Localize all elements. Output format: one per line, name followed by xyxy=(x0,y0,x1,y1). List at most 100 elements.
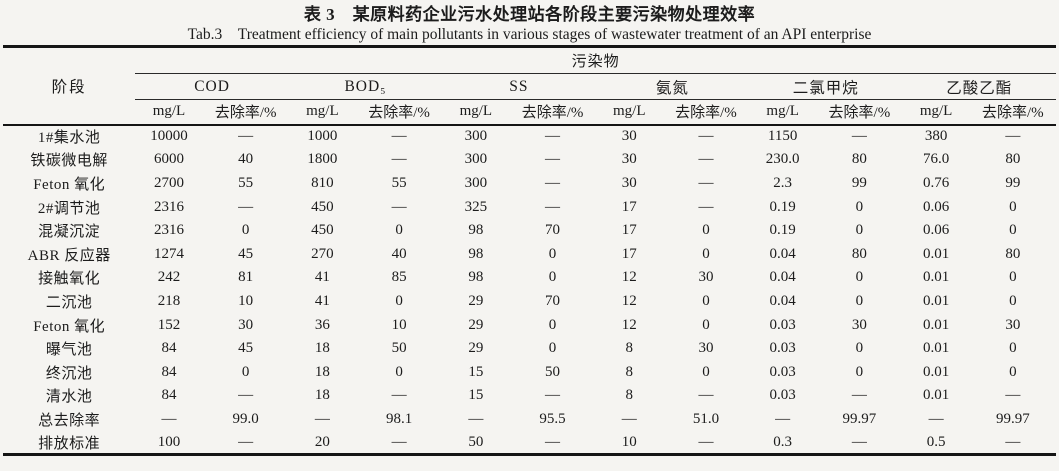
value-cell: 80 xyxy=(851,245,867,262)
unit-header: mg/L xyxy=(288,99,356,126)
value-cell: 0 xyxy=(1009,363,1017,380)
table-row: 混凝沉淀 2316 0 450 0 98 70 17 0 0.19 0 0.06 0 xyxy=(3,219,1056,243)
table-row: 排放标准 100 — 20 — 50 — 10 — 0.3 — 0.5 — xyxy=(3,431,1056,455)
removal-header: 去除率/% xyxy=(509,99,596,126)
value-cell: 450 xyxy=(311,198,334,215)
stage-cell: 接触氧化 xyxy=(38,271,101,288)
value-cell: 81 xyxy=(238,269,254,286)
value-cell: 18 xyxy=(314,340,330,357)
value-cell: 18 xyxy=(314,387,330,404)
value-cell: 2316 xyxy=(153,222,184,239)
table-title-chinese: 表 3 某原料药企业污水处理站各阶段主要污染物处理效率 xyxy=(303,5,756,24)
value-cell: 0 xyxy=(395,363,403,380)
removal-header: 去除率/% xyxy=(662,99,750,126)
value-cell: 0.03 xyxy=(769,387,796,404)
value-cell: 20 xyxy=(314,433,330,450)
pollutant-group-header: 污染物 xyxy=(135,46,1056,74)
table-row: 总去除率 — 99.0 — 98.1 — 95.5 — 51.0 — 99.97 — 99.97 xyxy=(3,408,1056,432)
value-cell: 0.03 xyxy=(769,340,796,357)
value-cell: 0 xyxy=(395,222,403,239)
value-cell: 17 xyxy=(621,198,637,215)
table-row: Feton 氧化 2700 55 810 55 300 — 30 — 2.3 99 0.76 99 xyxy=(3,172,1056,196)
value-cell: — xyxy=(698,387,714,404)
value-cell: 0 xyxy=(855,292,864,309)
stage-column-header: 阶段 xyxy=(3,46,136,126)
value-cell: 0 xyxy=(1009,269,1017,286)
value-cell: — xyxy=(391,433,407,450)
table-row: ABR 反应器 1274 45 270 40 98 0 17 0 0.04 80 0.01 80 xyxy=(3,242,1056,266)
table-row: 曝气池 84 45 18 50 29 0 8 30 0.03 0 0.01 0 xyxy=(3,337,1056,361)
value-cell: 0.3 xyxy=(773,433,793,450)
value-cell: 242 xyxy=(157,269,181,286)
value-cell: 30 xyxy=(621,128,637,145)
value-cell: — xyxy=(698,198,714,215)
value-cell: 41 xyxy=(314,269,330,286)
header-row-groups: COD BOD₅ SS 氨氮 二氯甲烷 乙酸乙酯 xyxy=(3,73,1056,100)
value-cell: 0.76 xyxy=(922,174,950,191)
header-row-pollutant: 阶段 污染物 xyxy=(3,46,1056,126)
value-cell: 45 xyxy=(238,340,254,357)
value-cell: 8 xyxy=(625,363,633,380)
table-row: 终沉池 84 0 18 0 15 50 8 0 0.03 0 0.01 0 xyxy=(3,360,1056,384)
value-cell: 380 xyxy=(924,128,948,145)
value-cell: — xyxy=(238,387,254,404)
stage-cell: 排放标准 xyxy=(38,435,101,452)
value-cell: 30 xyxy=(698,269,714,286)
value-cell: 810 xyxy=(311,174,334,191)
value-cell: 50 xyxy=(391,340,407,357)
value-cell: — xyxy=(468,410,484,427)
value-cell: 0 xyxy=(1009,222,1017,239)
value-cell: — xyxy=(1005,128,1021,145)
value-cell: 84 xyxy=(161,340,177,357)
table-row: 接触氧化 242 81 41 85 98 0 12 30 0.04 0 0.01 0 xyxy=(3,266,1056,290)
value-cell: 15 xyxy=(468,363,484,380)
value-cell: 41 xyxy=(314,292,330,309)
value-cell: — xyxy=(545,151,561,168)
stage-cell: 铁碳微电解 xyxy=(30,153,108,170)
stage-cell: 混凝沉淀 xyxy=(38,224,101,241)
group-header-dichloromethane: 二氯甲烷 xyxy=(749,73,903,100)
value-cell: 0 xyxy=(702,316,710,333)
value-cell: 98 xyxy=(468,245,484,262)
value-cell: 0.06 xyxy=(922,198,950,215)
value-cell: — xyxy=(851,128,867,145)
stage-cell: ABR 反应器 xyxy=(27,247,111,264)
value-cell: — xyxy=(391,128,407,145)
value-cell: 0 xyxy=(855,363,864,380)
value-cell: — xyxy=(545,174,561,191)
value-cell: 0 xyxy=(548,340,557,357)
value-cell: 99 xyxy=(1005,174,1021,191)
value-cell: 218 xyxy=(157,292,181,309)
value-cell: 8 xyxy=(625,340,633,357)
value-cell: 76.0 xyxy=(922,151,950,168)
value-cell: 70 xyxy=(545,292,561,309)
table-row: 清水池 84 — 18 — 15 — 8 — 0.03 — 0.01 — xyxy=(3,384,1056,408)
value-cell: 0.04 xyxy=(769,292,796,309)
value-cell: 0 xyxy=(702,245,710,262)
value-cell: 0.01 xyxy=(922,387,950,404)
value-cell: 450 xyxy=(311,222,334,239)
value-cell: 98 xyxy=(468,222,484,239)
value-cell: — xyxy=(545,198,561,215)
value-cell: 17 xyxy=(621,222,637,239)
value-cell: 300 xyxy=(464,174,488,191)
value-cell: 152 xyxy=(157,316,181,333)
value-cell: 0.01 xyxy=(922,269,950,286)
value-cell: 99.97 xyxy=(842,410,877,427)
value-cell: 80 xyxy=(1005,151,1021,168)
value-cell: 0 xyxy=(548,269,557,286)
value-cell: 230.0 xyxy=(765,151,800,168)
value-cell: 99 xyxy=(851,174,867,191)
table-caption: 表 3 某原料药企业污水处理站各阶段主要污染物处理效率 Tab.3 Treatm… xyxy=(0,0,1059,44)
value-cell: 0.01 xyxy=(922,245,950,262)
removal-header: 去除率/% xyxy=(816,99,903,126)
table-row: 铁碳微电解 6000 40 1800 — 300 — 30 — 230.0 80 76.0 80 xyxy=(3,148,1056,172)
value-cell: 2316 xyxy=(153,198,184,215)
stage-cell: Feton 氧化 xyxy=(33,176,106,193)
group-header-ammonia: 氨氮 xyxy=(595,73,750,100)
value-cell: 0 xyxy=(241,363,250,380)
table-row: 2#调节池 2316 — 450 — 325 — 17 — 0.19 0 0.06 0 xyxy=(3,195,1056,219)
stage-cell: 2#调节池 xyxy=(37,200,101,217)
removal-header: 去除率/% xyxy=(969,99,1056,126)
value-cell: 1000 xyxy=(307,128,338,145)
